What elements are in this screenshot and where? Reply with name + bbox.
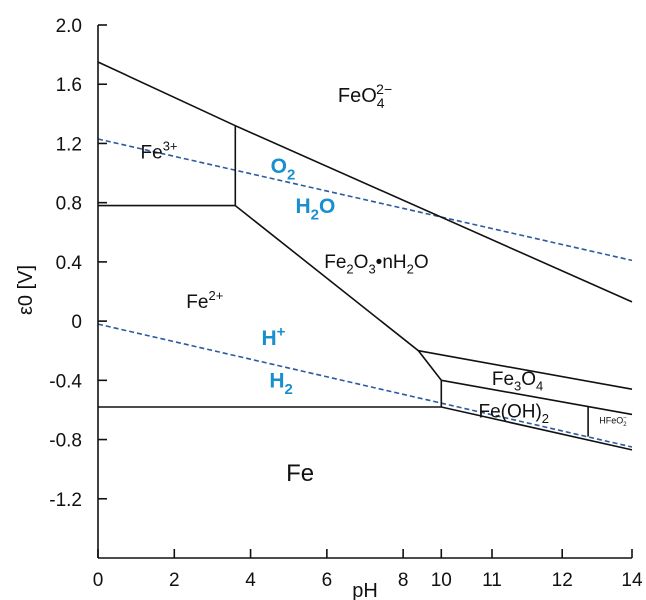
phase-region-label: Fe3O4: [492, 369, 543, 394]
x-ticks: 0 2 4 6 8 10 11 12 14: [93, 549, 643, 591]
y-tick-label: -0.8: [49, 431, 82, 452]
water-stability-line: [97, 323, 633, 448]
phase-region-label: Fe2O3•nH2O: [324, 252, 428, 277]
phase-boundary-line: [234, 204, 442, 381]
x-tick-label: 10: [431, 570, 452, 591]
x-axis-label: pH: [352, 580, 378, 600]
x-tick-label: 0: [93, 570, 104, 591]
y-tick-label: 0.8: [56, 194, 82, 215]
y-tick-label: 1.6: [56, 75, 82, 96]
y-tick-label: -0.4: [49, 371, 82, 392]
x-tick-label: 2: [169, 570, 180, 591]
x-tick-label: 12: [552, 570, 573, 591]
water-stability-line: [97, 138, 633, 262]
x-tick-label: 8: [398, 570, 409, 591]
water-lines: [97, 138, 633, 448]
phase-region-label: HFeO2−: [599, 415, 627, 428]
water-region-label: H+: [261, 323, 285, 349]
region-labels: FeO42− Fe3+ Fe2+ Fe2O3•nH2O Fe3O4 Fe(OH)2 HFeO…: [141, 81, 628, 487]
phase-boundaries: [97, 61, 633, 451]
y-tick-label: 0: [71, 312, 82, 333]
x-tick-label: 6: [322, 570, 333, 591]
water-region-label: H2O: [295, 195, 335, 223]
phase-boundary-line: [418, 349, 633, 390]
phase-region-label: FeO42−: [338, 81, 392, 111]
phase-region-label: Fe(OH)2: [478, 401, 549, 426]
water-labels: O2 H2O H+ H2: [261, 155, 335, 398]
water-region-label: H2: [269, 370, 293, 398]
phase-region-label: Fe2+: [186, 288, 223, 313]
x-tick-label: 4: [245, 570, 256, 591]
phase-boundary-line: [441, 379, 633, 416]
water-region-label: O2: [271, 155, 296, 183]
y-axis-label: ε0 [V]: [15, 265, 37, 315]
phase-region-label: Fe: [286, 460, 314, 487]
y-tick-label: 0.4: [56, 253, 83, 274]
y-ticks: 2.0 1.6 1.2 0.8 0.4 0 -0.4 -0.8 -1.2: [49, 16, 107, 511]
x-tick-label: 14: [621, 570, 643, 591]
y-tick-label: 1.2: [56, 134, 82, 155]
phase-region-label: Fe3+: [141, 139, 178, 164]
y-tick-label: -1.2: [49, 490, 82, 511]
axes: [97, 25, 632, 559]
y-tick-label: 2.0: [56, 16, 82, 37]
x-tick-label: 11: [482, 570, 502, 591]
